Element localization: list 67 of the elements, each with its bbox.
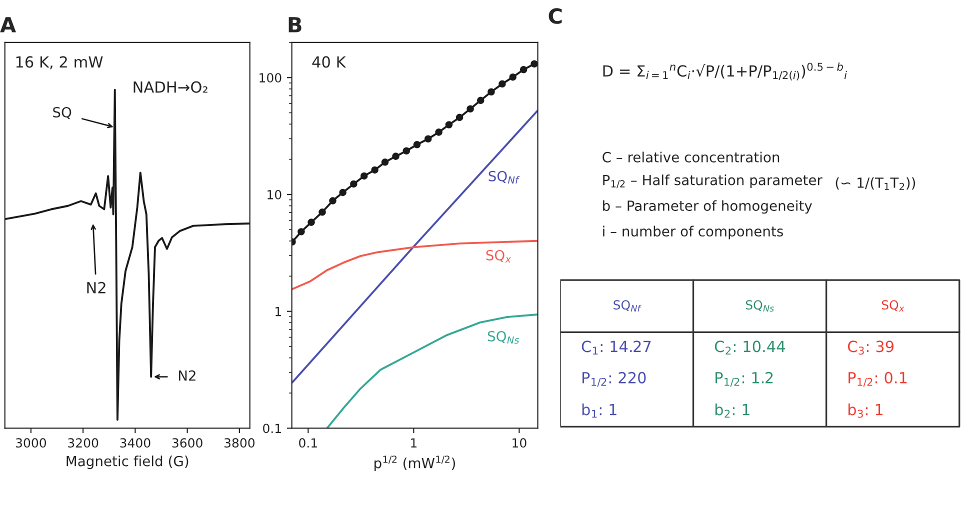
y-tick-label: 10 (268, 190, 282, 200)
series-label: SQ$_{x}$ (486, 250, 512, 263)
series-label: SQ$_{Ns}$ (488, 330, 520, 344)
point (329, 197, 336, 204)
point (318, 208, 326, 216)
chart-title: B (288, 17, 302, 32)
point (456, 114, 464, 122)
text: C$_{1}$: 14.27 (582, 340, 651, 355)
text: P$_{1/2}$: 1.2 (716, 372, 773, 387)
x-axis-title: Magnetic field (G) (66, 456, 188, 470)
chart-title: A (0, 17, 16, 32)
text: b – Parameter of homogeneity (603, 200, 812, 214)
annotation: NADH→O₂ (134, 81, 208, 93)
y-tick-label: 1 (276, 306, 281, 316)
point (381, 158, 389, 166)
point (339, 188, 346, 196)
series-label: SQ$_{Nf}$ (488, 170, 520, 184)
point (424, 135, 432, 143)
x-axis-title: p$^{1/2}$ (mW$^{1/2}$) (374, 456, 456, 472)
point (402, 147, 410, 155)
point (488, 88, 495, 96)
annotation: 40 K (312, 56, 346, 68)
point (445, 121, 453, 128)
text: P$_{1/2}$ – Half saturation parameter (603, 174, 822, 188)
x-tick-label: 3800 (224, 438, 255, 448)
point (371, 166, 378, 174)
x-tick-label: 3400 (120, 438, 150, 448)
category-label: SQ$_{Ns}$ (746, 300, 774, 312)
category-label: SQ$_{x}$ (882, 300, 904, 312)
text: (∽ 1/(T$_{1}$T$_{2}$)) (836, 177, 916, 190)
text: C$_{2}$: 10.44 (714, 340, 785, 355)
x-tick-label: 3600 (172, 438, 202, 448)
annotation: N2 (178, 370, 196, 381)
text: P$_{1/2}$: 0.1 (848, 372, 907, 387)
point (298, 228, 305, 236)
point (350, 180, 358, 188)
text: P$_{1/2}$: 220 (582, 372, 646, 387)
text: C – relative concentration (602, 152, 780, 162)
x-tick-label: 1 (411, 438, 417, 448)
point (360, 172, 368, 180)
text: C$_{3}$: 39 (848, 340, 894, 355)
annotation: N2 (87, 282, 106, 294)
text: b$_{1}$: 1 (582, 404, 616, 418)
point (435, 128, 442, 136)
x-tick-label: 3000 (16, 438, 46, 448)
annotation: SQ (53, 106, 72, 120)
x-tick-label: 10 (512, 438, 526, 448)
point (466, 105, 474, 113)
category-label: SQ$_{Nf}$ (614, 300, 642, 312)
point (392, 152, 400, 160)
point (509, 73, 517, 81)
point (498, 80, 506, 88)
point (476, 96, 484, 104)
point (530, 60, 538, 68)
text: D = Σ$_{i=1}$$^{n}$C$_{i}$·√P/(1+P/P$_{1/2(i)}$)$^{0.5−b}$$_{i}$ (603, 62, 847, 80)
point (308, 218, 315, 226)
text: b$_{2}$: 1 (715, 404, 750, 418)
x-tick-label: 0.1 (299, 438, 317, 448)
text: i – number of components (603, 226, 783, 240)
point (413, 140, 421, 148)
y-tick-label: 100 (260, 73, 282, 83)
y-tick-label: 0.1 (263, 424, 281, 434)
text: b$_{3}$: 1 (848, 404, 882, 418)
text: 16 K, 2 mW (16, 56, 103, 70)
text: C (548, 8, 562, 24)
point (520, 66, 528, 74)
x-tick-label: 3200 (68, 438, 98, 448)
